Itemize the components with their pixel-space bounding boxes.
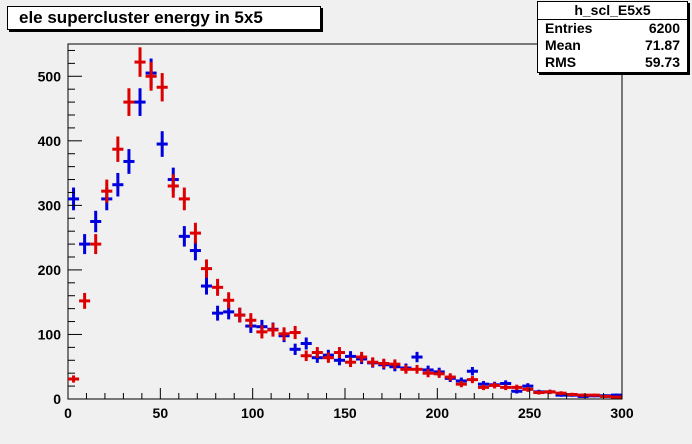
marker-series1-bin8 (156, 73, 168, 102)
stats-rms-value: 59.73 (644, 54, 680, 70)
marker-series1-bin44 (555, 391, 567, 396)
stats-entries-value: 6200 (648, 20, 680, 36)
marker-series1-bin17 (256, 325, 268, 339)
marker-series1-bin9 (167, 174, 179, 198)
marker-series1-bin24 (333, 347, 345, 359)
marker-series1-bin22 (311, 347, 323, 359)
marker-series1-bin33 (433, 369, 445, 378)
marker-series0-bin12 (200, 277, 213, 295)
marker-series1-bin28 (378, 358, 390, 369)
marker-series1-bin21 (300, 350, 312, 362)
marker-series0-bin10 (178, 226, 190, 247)
marker-series0-bin5 (123, 149, 135, 174)
marker-series0-bin0 (68, 187, 80, 211)
marker-series1-bin0 (68, 375, 80, 383)
x-tick-label: 300 (610, 405, 634, 421)
marker-series1-bin40 (511, 384, 523, 391)
stats-rms-label: RMS (545, 54, 577, 70)
marker-series1-bin13 (212, 278, 224, 296)
marker-series1-bin2 (90, 234, 102, 255)
x-tick-label: 0 (64, 405, 72, 421)
marker-series1-bin41 (522, 386, 534, 392)
marker-series0-bin11 (189, 240, 201, 261)
marker-series1-bin29 (389, 359, 401, 369)
stats-row-mean: Mean 71.87 (538, 37, 687, 54)
x-tick-label: 200 (426, 405, 450, 421)
stats-entries-label: Entries (545, 20, 593, 36)
marker-series1-bin43 (544, 389, 556, 395)
plot-title: ele supercluster energy in 5x5 (7, 6, 321, 30)
marker-series0-bin8 (156, 131, 168, 157)
marker-series1-bin45 (566, 392, 578, 397)
stats-mean-value: 71.87 (644, 37, 680, 53)
stats-box: h_scl_E5x5 Entries 6200 Mean 71.87 RMS 5… (537, 1, 688, 73)
x-tick-label: 50 (153, 405, 169, 421)
x-tick-label: 100 (241, 405, 265, 421)
marker-series1-bin38 (489, 382, 501, 389)
marker-series1-bin20 (289, 325, 301, 340)
x-tick-label: 150 (333, 405, 357, 421)
marker-series1-bin47 (588, 393, 600, 397)
marker-series1-bin31 (411, 364, 423, 374)
marker-series1-bin12 (200, 259, 213, 278)
stats-mean-label: Mean (545, 37, 581, 53)
marker-series0-bin6 (134, 88, 146, 116)
marker-series0-bin1 (79, 234, 91, 255)
y-tick-label: 400 (38, 133, 62, 149)
marker-series1-bin27 (367, 357, 379, 368)
y-tick-label: 100 (38, 326, 62, 342)
marker-series0-bin2 (90, 210, 102, 233)
marker-series1-bin14 (223, 292, 235, 309)
marker-series1-bin6 (134, 47, 146, 77)
marker-series1-bin39 (500, 384, 512, 391)
marker-series1-bin32 (422, 369, 434, 378)
marker-series0-bin13 (212, 305, 224, 321)
marker-series1-bin42 (533, 390, 545, 395)
y-tick-label: 300 (38, 197, 62, 213)
marker-series1-bin10 (178, 187, 190, 211)
marker-series1-bin25 (345, 357, 357, 368)
marker-series1-bin5 (123, 88, 135, 116)
marker-series0-bin20 (289, 343, 301, 355)
marker-series1-bin34 (444, 373, 456, 381)
plot-frame (67, 43, 623, 400)
x-tick-label: 250 (518, 405, 542, 421)
marker-series1-bin18 (267, 323, 279, 337)
marker-series1-bin48 (599, 394, 611, 398)
stats-row-rms: RMS 59.73 (538, 54, 687, 71)
marker-series1-bin46 (577, 393, 589, 397)
marker-series1-bin35 (455, 381, 467, 388)
marker-series1-bin15 (234, 307, 246, 323)
data-markers (68, 47, 622, 399)
marker-series1-bin7 (145, 61, 157, 91)
marker-series1-bin26 (356, 351, 368, 363)
marker-series0-bin21 (300, 337, 312, 350)
marker-series0-bin4 (112, 172, 124, 197)
stats-row-entries: Entries 6200 (538, 20, 687, 37)
y-tick-label: 0 (53, 391, 61, 407)
marker-series1-bin19 (278, 327, 290, 341)
y-tick-label: 200 (38, 262, 62, 278)
marker-series1-bin16 (245, 313, 257, 328)
plot-title-text: ele supercluster energy in 5x5 (19, 8, 263, 27)
marker-series1-bin49 (610, 395, 622, 399)
marker-series0-bin31 (411, 351, 423, 363)
marker-series1-bin23 (322, 352, 334, 363)
y-tick-label: 500 (38, 68, 62, 84)
marker-series1-bin1 (79, 292, 91, 309)
stats-histogram-name: h_scl_E5x5 (538, 2, 687, 20)
marker-series1-bin4 (112, 136, 124, 162)
marker-series1-bin30 (400, 364, 412, 374)
marker-series1-bin36 (466, 376, 478, 384)
axes: 0 50 100 150 200 250 300 0 100 200 300 400 500 (38, 49, 634, 421)
marker-series1-bin3 (101, 179, 113, 203)
marker-series0-bin36 (466, 367, 478, 376)
marker-series1-bin11 (189, 222, 201, 244)
marker-series1-bin37 (477, 384, 490, 391)
